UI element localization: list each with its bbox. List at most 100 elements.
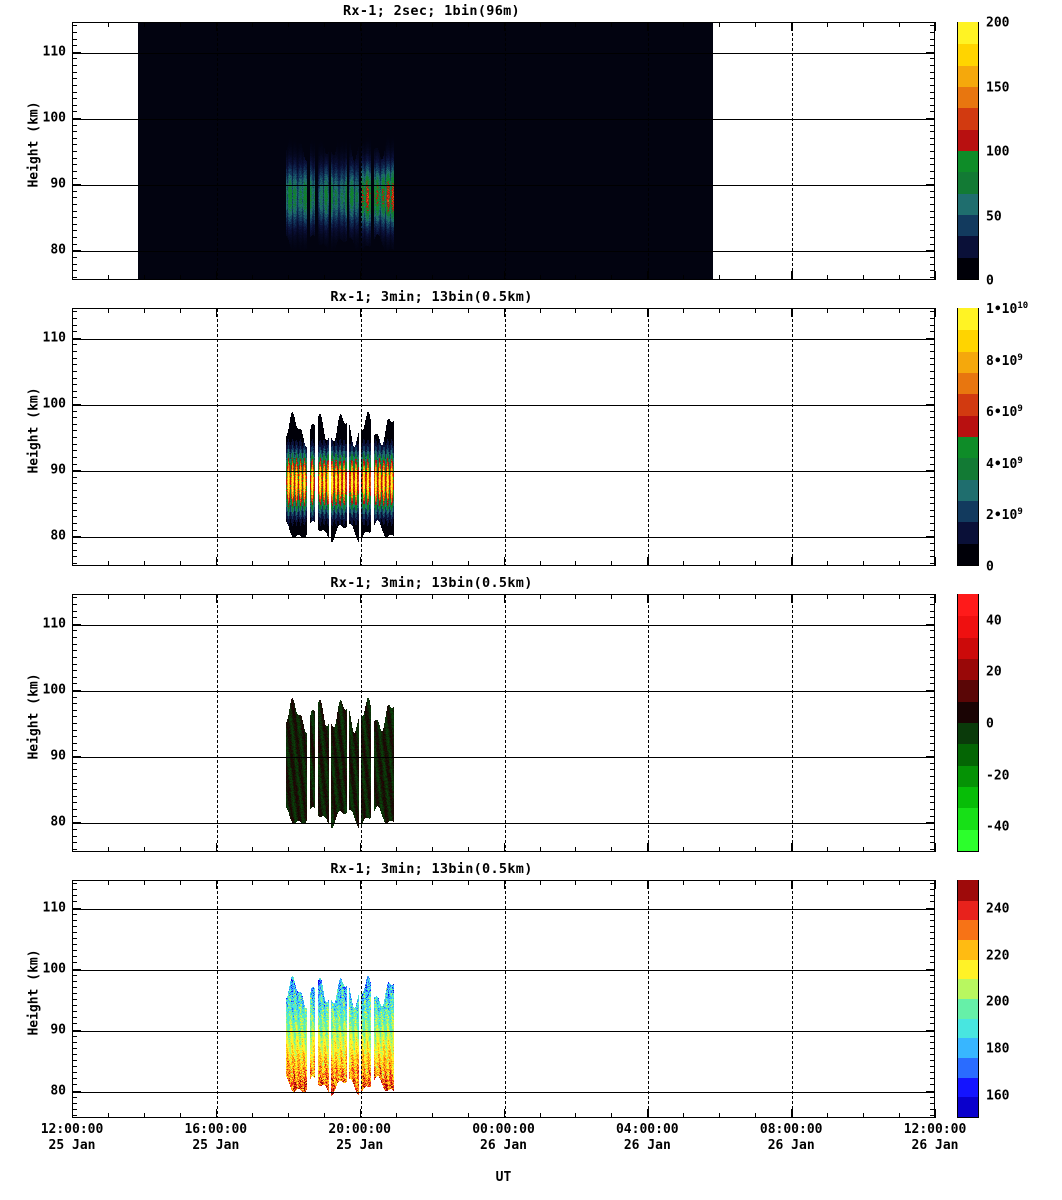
colorbar-segment-5	[958, 436, 978, 459]
xtick-top-36	[935, 594, 937, 603]
xtick-label-5: 08:00:00 26 Jan	[760, 1122, 823, 1154]
ytick-label-80: 80	[50, 814, 66, 830]
colorbar-segment-1	[958, 1077, 978, 1098]
panel-title-temperature: Rx-1; 3min; 13bin(0.5km)	[330, 861, 533, 877]
colorbar-segment-4	[958, 171, 978, 194]
colorbar-tick-label-2: 0	[986, 716, 994, 732]
colorbar-tick-label-3: 150	[986, 80, 1010, 95]
colorbar-tick-label-0: 0	[986, 559, 994, 575]
xtick-time: 04:00:00	[615, 1122, 679, 1137]
colorbar-tick-label-0: -40	[986, 819, 1010, 835]
xtick-date: 26 Jan	[623, 1138, 671, 1153]
colorbar-segment-6	[958, 129, 978, 151]
colorbar-segment-7	[958, 393, 978, 416]
colorbar-segment-3	[958, 479, 978, 501]
colorbar-tick-label-0: 160	[986, 1088, 1010, 1104]
colorbar-segment-3	[958, 765, 978, 787]
xtick-date: 25 Jan	[48, 1138, 96, 1153]
xtick-bottom-36	[935, 557, 937, 566]
heatmap-intensity	[73, 23, 934, 279]
colorbar-tick-label-0: 0	[986, 273, 994, 289]
xtick-top-36	[935, 22, 937, 31]
ytick-label-100: 100	[42, 396, 66, 412]
xtick-date: 26 Jan	[911, 1138, 959, 1153]
xtick-label-3: 00:00:00 26 Jan	[472, 1122, 535, 1154]
heatmap-temperature	[73, 881, 934, 1117]
colorbar-temperature: 160 180 200 220 240	[957, 880, 1009, 1118]
xtick-time: 16:00:00	[184, 1122, 248, 1137]
xtick-time: 12:00:00	[40, 1122, 104, 1137]
colorbar-segment-10	[958, 329, 978, 352]
ytick-label-100: 100	[42, 110, 66, 126]
ytick-label-90: 90	[50, 176, 66, 192]
panel-title-intensity: Rx-1; 2sec; 1bin(96m)	[343, 3, 520, 19]
panel-intensity: 80 90 100 110 Height (km)	[27, 22, 937, 280]
colorbar-segment-0	[958, 1096, 978, 1117]
ytick-label-100: 100	[42, 961, 66, 976]
xtick-bottom-36	[935, 843, 937, 852]
colorbar-segment-4	[958, 457, 978, 480]
colorbar-tick-label-1: 50	[986, 209, 1002, 224]
colorbar-segment-10	[958, 900, 978, 921]
colorbar-segment-2	[958, 1057, 978, 1078]
colorbar-segment-8	[958, 372, 978, 395]
colorbar-tick-label-2: 4•109	[986, 455, 1023, 472]
colorbar-segment-2	[958, 786, 978, 809]
ytick-label-110: 110	[42, 900, 66, 915]
colorbar-sodium-density: 0 2•109 4•109 6•109 8•109 1•1010	[957, 301, 1028, 575]
colorbar-segment-10	[958, 615, 978, 638]
colorbar-segment-0	[958, 829, 978, 851]
colorbar-segment-7	[958, 959, 978, 980]
xtick-label-2: 20:00:00 25 Jan	[328, 1122, 391, 1154]
yaxis-title-intensity: Height (km)	[26, 101, 42, 188]
colorbar-tick-label-1: 2•109	[986, 507, 1023, 524]
colorbar-tick-label-3: 6•109	[986, 404, 1023, 421]
xtick-time: 12:00:00	[903, 1122, 967, 1137]
yaxis-title-los-velocity: Height (km)	[26, 673, 42, 760]
colorbar-segment-4	[958, 743, 978, 766]
colorbar-segment-0	[958, 543, 978, 565]
xtick-time: 08:00:00	[759, 1122, 823, 1137]
colorbar-segment-6	[958, 978, 978, 999]
colorbar-segment-8	[958, 86, 978, 109]
yaxis-title-temperature: Height (km)	[26, 949, 42, 1036]
colorbar-segment-1	[958, 807, 978, 830]
colorbar-segment-2	[958, 214, 978, 237]
colorbar-segment-1	[958, 521, 978, 544]
ytick-label-80: 80	[50, 1083, 66, 1098]
colorbar-segment-1	[958, 235, 978, 258]
colorbar-tick-label-1: 180	[986, 1041, 1010, 1057]
xaxis-tick-labels: 12:00:00 25 Jan 16:00:00 25 Jan 20:00:00 25 J…	[41, 1122, 967, 1166]
plot-area-sodium-density	[72, 308, 935, 566]
ytick-label-90: 90	[50, 1022, 66, 1037]
colorbar-tick-label-4: 200	[986, 15, 1010, 31]
ytick-label-110: 110	[42, 616, 66, 632]
colorbar-segment-9	[958, 351, 978, 373]
colorbar-segment-3	[958, 1037, 978, 1058]
xtick-time: 00:00:00	[472, 1122, 535, 1137]
ytick-label-110: 110	[42, 330, 66, 346]
ytick-label-80: 80	[50, 528, 66, 544]
xtick-date: 25 Jan	[336, 1138, 384, 1153]
colorbar-tick-label-2: 100	[986, 144, 1010, 160]
ytick-label-80: 80	[50, 242, 66, 258]
panel-sodium-density: 80 90 100 110 Height (km)	[27, 308, 937, 566]
colorbar-los-velocity: -40 -20 0 20 40	[957, 594, 1009, 852]
xaxis-title: UT	[495, 1170, 512, 1185]
xtick-top-36	[935, 308, 937, 317]
ytick-label-100: 100	[42, 682, 66, 698]
xtick-time: 20:00:00	[328, 1122, 391, 1137]
colorbar-segment-11	[958, 308, 978, 331]
panel-los-velocity: 80 90 100 110 Height (km)	[27, 594, 937, 852]
colorbar-tick-label-3: 220	[986, 948, 1010, 964]
colorbar-tick-label-4: 240	[986, 901, 1010, 917]
yaxis-title-sodium-density: Height (km)	[26, 387, 42, 474]
colorbar-tick-label-4: 8•109	[986, 352, 1023, 369]
plot-area-intensity	[72, 22, 935, 280]
colorbar-segment-9	[958, 919, 978, 940]
xtick-label-6: 12:00:00 26 Jan	[904, 1122, 967, 1154]
ytick-label-110: 110	[42, 44, 66, 60]
xtick-top-36	[935, 880, 937, 889]
colorbar-segment-6	[958, 415, 978, 437]
